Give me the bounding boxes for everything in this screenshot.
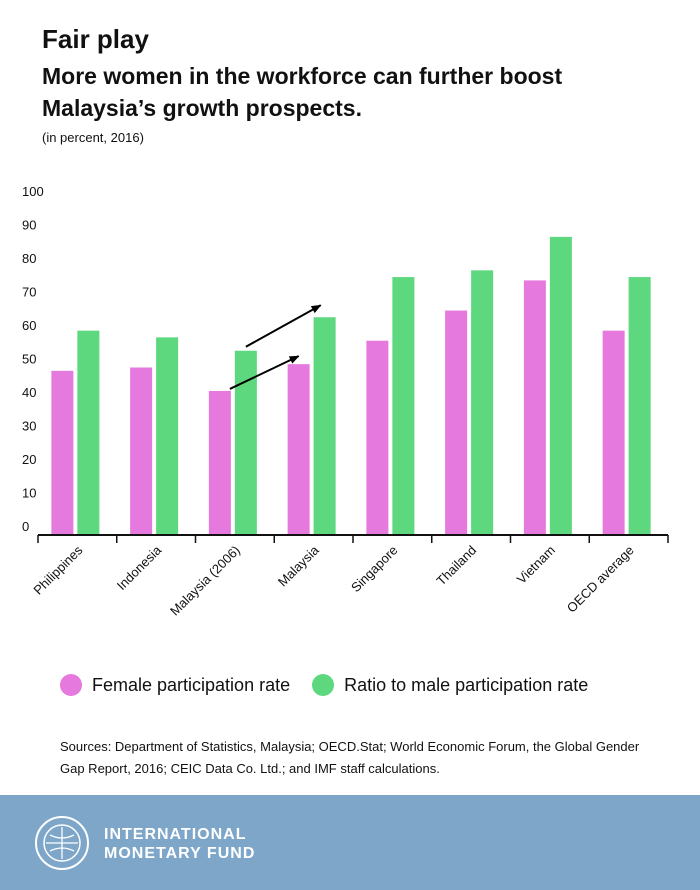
y-tick-label: 10 xyxy=(22,486,36,501)
y-tick-label: 100 xyxy=(22,184,44,199)
org-name-line1: INTERNATIONAL xyxy=(104,826,247,843)
x-tick-label: Indonesia xyxy=(114,542,165,593)
unit-note: (in percent, 2016) xyxy=(42,130,144,145)
bar-ratio xyxy=(628,277,651,535)
chart-subtitle: More women in the workforce can further … xyxy=(42,63,563,121)
legend-label-female: Female participation rate xyxy=(92,674,291,695)
x-tick-label: Malaysia (2006) xyxy=(167,543,243,619)
annotation-arrow-female xyxy=(229,355,300,390)
x-axis: Philippines Indonesia Malaysia (2006) Malay… xyxy=(30,534,669,619)
bar-ratio xyxy=(77,330,100,535)
bar-chart: 0 10 20 30 40 50 60 70 80 90 100 Philippines Indone… xyxy=(22,184,669,619)
bar-female xyxy=(445,310,468,535)
sources-note: Sources: Department of Statistics, Malay… xyxy=(60,739,640,776)
y-tick-label: 90 xyxy=(22,218,36,233)
y-tick-label: 80 xyxy=(22,251,36,266)
legend-swatch-female xyxy=(60,674,82,696)
bar-female xyxy=(523,280,546,535)
bar-ratio xyxy=(156,337,179,535)
bar-ratio xyxy=(234,350,257,535)
y-tick-label: 60 xyxy=(22,318,36,333)
legend: Female participation rate Ratio to male … xyxy=(60,674,610,696)
x-tick-label: OECD average xyxy=(564,543,637,616)
x-tick-label: Philippines xyxy=(30,542,85,597)
y-axis: 0 10 20 30 40 50 60 70 80 90 100 xyxy=(22,184,44,534)
organization-name: INTERNATIONAL MONETARY FUND xyxy=(104,825,255,863)
chart-title: Fair play xyxy=(42,24,149,54)
legend-swatch-ratio xyxy=(312,674,335,696)
y-tick-label: 50 xyxy=(22,352,36,367)
y-tick-label: 0 xyxy=(22,519,29,534)
bar-ratio xyxy=(313,317,336,535)
footer-banner: INTERNATIONAL MONETARY FUND xyxy=(0,795,700,890)
y-tick-label: 70 xyxy=(22,285,36,300)
annotation-arrow-ratio xyxy=(245,304,322,348)
bar-ratio xyxy=(549,236,572,535)
bar-ratio xyxy=(392,277,415,535)
y-tick-label: 40 xyxy=(22,385,36,400)
legend-label-ratio: Ratio to male participation rate xyxy=(344,674,589,695)
org-name-line2: MONETARY FUND xyxy=(104,845,256,862)
bar-female xyxy=(366,340,389,535)
x-tick-label: Singapore xyxy=(348,543,401,596)
bar-female xyxy=(208,390,231,535)
y-tick-label: 20 xyxy=(22,452,36,467)
bar-female xyxy=(287,364,310,535)
annotations xyxy=(229,304,322,390)
legend-item-female: Female participation rate xyxy=(60,674,290,696)
x-tick-label: Vietnam xyxy=(514,543,558,587)
x-tick-label: Malaysia xyxy=(275,542,322,589)
x-tick-label: Thailand xyxy=(433,543,479,589)
bar-ratio xyxy=(471,270,494,535)
imf-seal-icon xyxy=(35,816,89,870)
y-tick-label: 30 xyxy=(22,419,36,434)
legend-item-ratio: Ratio to male participation rate xyxy=(312,674,588,696)
bar-female xyxy=(130,367,153,535)
bars xyxy=(51,236,651,535)
bar-female xyxy=(602,330,625,535)
bar-female xyxy=(51,370,74,535)
